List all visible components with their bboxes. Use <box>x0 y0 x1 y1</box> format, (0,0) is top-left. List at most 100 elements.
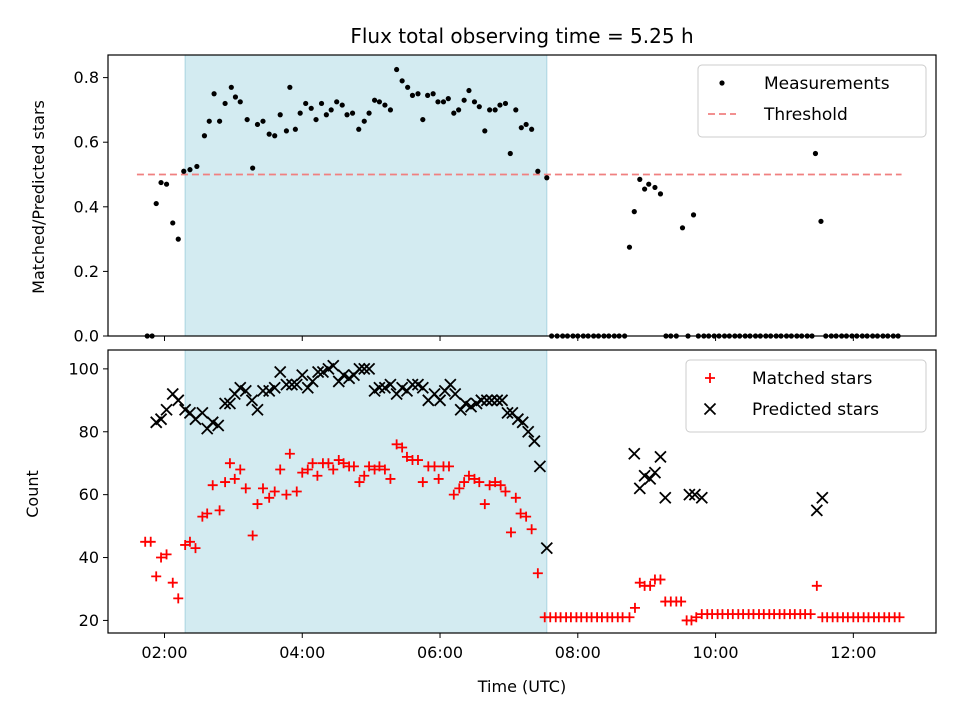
data-point <box>443 461 454 472</box>
data-point <box>181 168 187 174</box>
data-point <box>532 568 543 579</box>
data-point <box>495 394 509 407</box>
data-point <box>218 397 232 410</box>
series-matched-stars <box>140 439 905 626</box>
data-point <box>626 244 633 250</box>
data-point <box>529 126 535 132</box>
legend-marker <box>705 373 715 383</box>
data-point <box>240 483 251 494</box>
data-point <box>394 66 400 73</box>
data-point <box>244 116 250 123</box>
data-point <box>433 394 447 407</box>
data-point <box>480 394 494 407</box>
data-point <box>302 464 313 475</box>
data-point <box>312 470 323 481</box>
data-point <box>440 99 447 105</box>
data-point <box>652 184 658 191</box>
x-tick-label: 12:00 <box>830 643 876 662</box>
data-point <box>515 508 526 519</box>
data-point <box>214 505 225 516</box>
data-point <box>456 107 462 113</box>
data-point <box>239 384 252 398</box>
data-point <box>173 593 184 604</box>
data-point <box>384 378 397 391</box>
data-point <box>451 110 457 116</box>
data-point <box>339 102 345 108</box>
data-point <box>391 439 402 450</box>
data-point <box>160 403 173 416</box>
data-point <box>207 480 218 491</box>
data-point <box>338 458 349 469</box>
data-point <box>222 100 228 107</box>
data-point <box>170 220 176 226</box>
data-point <box>642 186 648 192</box>
data-point <box>220 477 231 488</box>
legend: Matched stars Predicted stars <box>685 359 927 433</box>
data-point <box>260 118 266 124</box>
data-point <box>297 110 303 116</box>
data-point <box>172 394 185 407</box>
data-point <box>461 97 467 103</box>
data-point <box>257 483 268 494</box>
data-point <box>507 150 513 157</box>
data-point <box>232 94 239 100</box>
data-point <box>206 118 212 124</box>
data-point <box>466 87 472 94</box>
data-point <box>676 596 687 607</box>
data-point <box>474 477 485 488</box>
axes-frame <box>107 349 937 634</box>
data-point <box>490 477 501 488</box>
data-point <box>234 381 247 394</box>
shaded-span <box>184 54 548 337</box>
data-point <box>296 369 309 382</box>
x-tick-label: 04:00 <box>279 643 325 662</box>
top-y-axis-label: Matched/Predicted stars <box>29 100 48 294</box>
data-point <box>358 362 371 376</box>
data-point <box>311 365 325 379</box>
data-point <box>376 99 383 105</box>
data-point <box>399 78 405 84</box>
data-point <box>497 102 503 108</box>
data-point <box>628 447 641 460</box>
data-point <box>811 580 822 591</box>
data-point <box>323 458 334 469</box>
data-point <box>683 488 696 501</box>
data-point <box>435 99 441 105</box>
data-point <box>416 381 429 394</box>
chart-title: Flux total observing time = 5.25 h <box>350 24 693 48</box>
axes-frame <box>107 54 937 337</box>
data-point <box>645 580 656 591</box>
data-point <box>518 125 524 131</box>
data-point <box>521 511 532 522</box>
x-axis-label: Time (UTC) <box>477 677 566 696</box>
data-point <box>374 461 385 472</box>
data-point <box>245 394 259 407</box>
data-point <box>301 381 314 394</box>
legend-label: Measurements <box>764 74 890 94</box>
data-point <box>415 91 421 97</box>
data-point <box>679 225 686 231</box>
legend-box <box>685 359 927 433</box>
data-point <box>471 99 478 105</box>
y-tick-label: 0.6 <box>74 133 99 152</box>
data-point <box>476 104 482 110</box>
data-point <box>250 165 256 171</box>
data-point <box>454 483 465 494</box>
data-point <box>659 491 672 504</box>
data-point <box>492 107 498 113</box>
legend: Measurements Threshold <box>697 64 927 138</box>
data-point <box>459 477 470 488</box>
data-point <box>810 504 823 517</box>
data-point <box>812 150 819 157</box>
data-point <box>631 209 637 215</box>
data-point <box>491 394 504 407</box>
data-point <box>526 524 537 535</box>
data-point <box>196 406 209 420</box>
data-point <box>316 365 330 379</box>
data-point <box>334 99 340 105</box>
data-point <box>237 99 243 105</box>
data-point <box>359 470 370 481</box>
data-point <box>263 384 276 398</box>
data-point <box>482 128 488 134</box>
data-point <box>401 451 412 462</box>
